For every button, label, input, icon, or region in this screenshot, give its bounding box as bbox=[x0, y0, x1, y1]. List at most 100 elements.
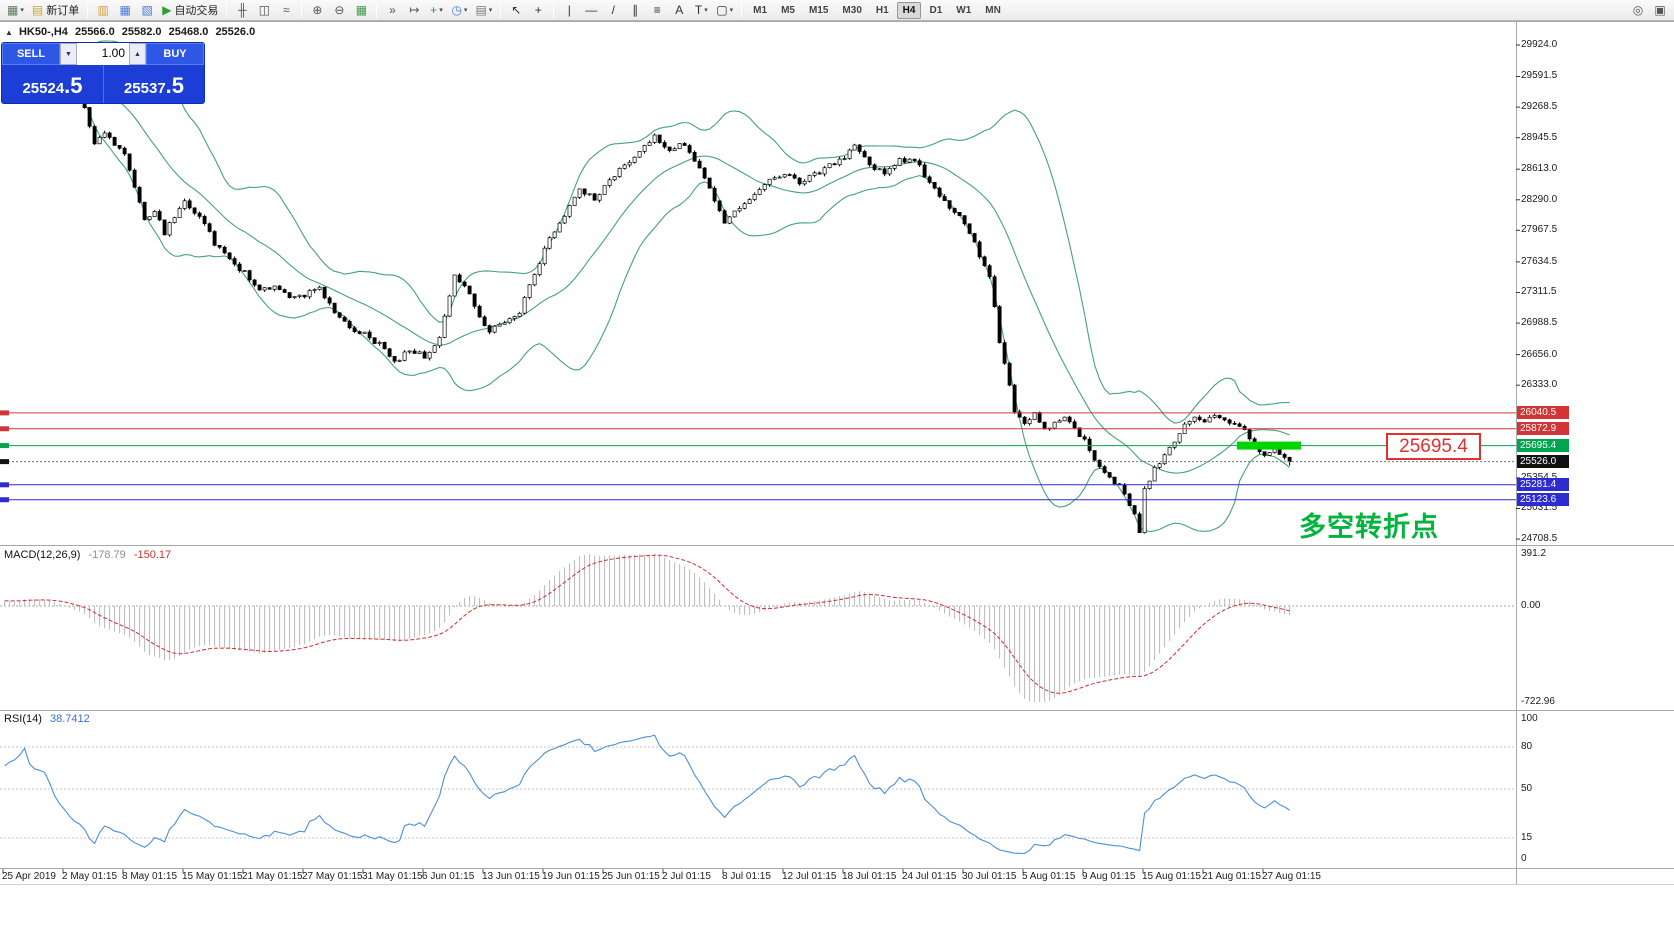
ohlc-close: 25526.0 bbox=[215, 26, 256, 38]
macd-signal-value: -150.17 bbox=[133, 549, 172, 561]
templates-caret-icon: ▾ bbox=[488, 7, 493, 14]
horizontal-line-icon: — bbox=[585, 3, 598, 17]
equidistant-channel-button[interactable]: ∥ bbox=[625, 1, 645, 19]
line-chart-icon: ≈ bbox=[283, 3, 290, 17]
volume-down-button[interactable]: ▼ bbox=[60, 43, 77, 65]
indicators-icon: + bbox=[430, 3, 438, 17]
auto-trading-icon: ▶ bbox=[162, 3, 172, 17]
auto-trading-label: 自动交易 bbox=[174, 5, 219, 17]
sell-price-main: 25524 bbox=[22, 80, 65, 97]
cursor-button[interactable]: ↖ bbox=[506, 1, 526, 19]
indicators-caret-icon: ▾ bbox=[439, 7, 443, 14]
new-chart-icon: ▦ bbox=[7, 3, 19, 17]
market-watch-button[interactable]: ▥ bbox=[93, 1, 113, 19]
price-callout-box[interactable]: 25695.4 bbox=[1386, 433, 1481, 460]
indicators-button[interactable]: + ▾ bbox=[426, 1, 446, 19]
timeframe-MN[interactable]: MN bbox=[985, 4, 1001, 16]
crosshair-button[interactable]: + bbox=[528, 1, 548, 19]
toolbar-separator bbox=[500, 2, 502, 18]
timeframe-M15[interactable]: M15 bbox=[808, 4, 829, 16]
toolbar-separator bbox=[87, 2, 89, 18]
rsi-panel bbox=[0, 734, 1516, 855]
toolbar-separator bbox=[226, 2, 228, 18]
horizontal-line-button[interactable]: — bbox=[581, 1, 601, 19]
bar-chart-button[interactable]: ╫ bbox=[232, 1, 252, 19]
macd-name: MACD(12,26,9) bbox=[4, 549, 81, 561]
auto-scroll-icon: » bbox=[389, 3, 396, 17]
navigator-icon: ▧ bbox=[141, 3, 153, 17]
arrows-tool-icon: T bbox=[694, 3, 703, 17]
tile-windows-button[interactable]: ▦ bbox=[351, 1, 371, 19]
crosshair-icon: + bbox=[534, 3, 542, 17]
one-click-trading-panel: SELL ▼ 1.00 ▲ BUY 25524.5 25537.5 bbox=[1, 42, 205, 104]
horizontal-level-lines[interactable] bbox=[0, 410, 1516, 503]
arrows-tool-button[interactable]: T ▾ bbox=[691, 1, 711, 19]
ohlc-high: 25582.0 bbox=[121, 26, 162, 38]
periods-caret-icon: ▾ bbox=[463, 7, 468, 14]
panel-separators bbox=[0, 21, 1674, 885]
collapse-icon[interactable]: ▲ bbox=[5, 28, 13, 37]
cursor-icon: ↖ bbox=[511, 3, 522, 17]
shapes-button[interactable]: ▢ ▾ bbox=[713, 1, 736, 19]
fibonacci-button[interactable]: ≡ bbox=[647, 1, 667, 19]
toolbar-separator bbox=[376, 2, 378, 18]
text-tool-icon: A bbox=[675, 3, 684, 17]
timeframe-D1[interactable]: D1 bbox=[929, 4, 943, 16]
magnifier-button[interactable]: ◎ bbox=[1628, 1, 1648, 19]
new-chart-button[interactable]: ▦ ▾ bbox=[4, 1, 27, 19]
chart-windows-button[interactable]: ▣ bbox=[1650, 1, 1670, 19]
sell-price[interactable]: 25524.5 bbox=[2, 65, 103, 103]
line-chart-button[interactable]: ≈ bbox=[276, 1, 296, 19]
rsi-value: 38.7412 bbox=[49, 713, 90, 725]
market-watch-icon: ▥ bbox=[97, 3, 109, 17]
zoom-out-button[interactable]: ⊖ bbox=[329, 1, 349, 19]
toolbar-separator bbox=[301, 2, 303, 18]
timeframe-M1[interactable]: M1 bbox=[753, 4, 768, 16]
arrows-tool-caret-icon: ▾ bbox=[704, 7, 708, 14]
trendline-icon: / bbox=[611, 3, 615, 17]
sell-price-pips: .5 bbox=[64, 73, 83, 98]
shapes-icon: ▢ bbox=[716, 3, 728, 17]
macd-indicator-label: MACD(12,26,9) -178.79 -150.17 bbox=[4, 549, 171, 561]
buy-price[interactable]: 25537.5 bbox=[103, 65, 204, 103]
macd-panel bbox=[0, 554, 1516, 702]
magnifier-icon: ◎ bbox=[1632, 3, 1644, 17]
toolbar-separator bbox=[553, 2, 555, 18]
shapes-caret-icon: ▾ bbox=[729, 7, 734, 14]
chart-windows-icon: ▣ bbox=[1654, 3, 1666, 17]
timeframe-H1[interactable]: H1 bbox=[875, 4, 889, 16]
text-tool-button[interactable]: A bbox=[669, 1, 689, 19]
auto-trading-button[interactable]: ▶ 自动交易 bbox=[159, 1, 221, 19]
vertical-line-button[interactable]: | bbox=[559, 1, 579, 19]
timeframe-M30[interactable]: M30 bbox=[842, 4, 862, 16]
timeframe-M5[interactable]: M5 bbox=[781, 4, 795, 16]
bollinger-bands bbox=[4, 40, 1290, 533]
sell-button[interactable]: SELL bbox=[2, 43, 60, 65]
timeframe-H4[interactable]: H4 bbox=[896, 1, 922, 19]
new-order-icon: ▤ bbox=[31, 3, 44, 17]
templates-button[interactable]: ▤ ▾ bbox=[472, 1, 495, 19]
zoom-in-button[interactable]: ⊕ bbox=[307, 1, 327, 19]
pivot-annotation-text[interactable]: 多空转折点 bbox=[1299, 512, 1439, 542]
zoom-out-icon: ⊖ bbox=[334, 3, 345, 17]
trendline-button[interactable]: / bbox=[603, 1, 623, 19]
trade-panel-prices: 25524.5 25537.5 bbox=[2, 65, 204, 103]
auto-scroll-button[interactable]: » bbox=[382, 1, 402, 19]
buy-price-main: 25537 bbox=[123, 80, 166, 97]
highlight-segment[interactable] bbox=[1237, 441, 1301, 450]
buy-button[interactable]: BUY bbox=[146, 43, 204, 65]
data-window-button[interactable]: ▦ bbox=[115, 1, 135, 19]
new-order-button[interactable]: ▤ 新订单 bbox=[29, 1, 82, 19]
chart-shift-button[interactable]: ↦ bbox=[404, 1, 424, 19]
timeframe-W1[interactable]: W1 bbox=[956, 4, 972, 16]
buy-price-pips: .5 bbox=[165, 73, 185, 98]
volume-up-button[interactable]: ▲ bbox=[129, 43, 146, 65]
candlestick-chart-button[interactable]: ◫ bbox=[254, 1, 274, 19]
navigator-button[interactable]: ▧ bbox=[137, 1, 157, 19]
volume-input[interactable]: 1.00 bbox=[77, 43, 129, 65]
trade-panel-controls: SELL ▼ 1.00 ▲ BUY bbox=[2, 43, 204, 65]
rsi-indicator-label: RSI(14) 38.7412 bbox=[4, 713, 90, 725]
periods-button[interactable]: ◷ ▾ bbox=[448, 1, 470, 19]
